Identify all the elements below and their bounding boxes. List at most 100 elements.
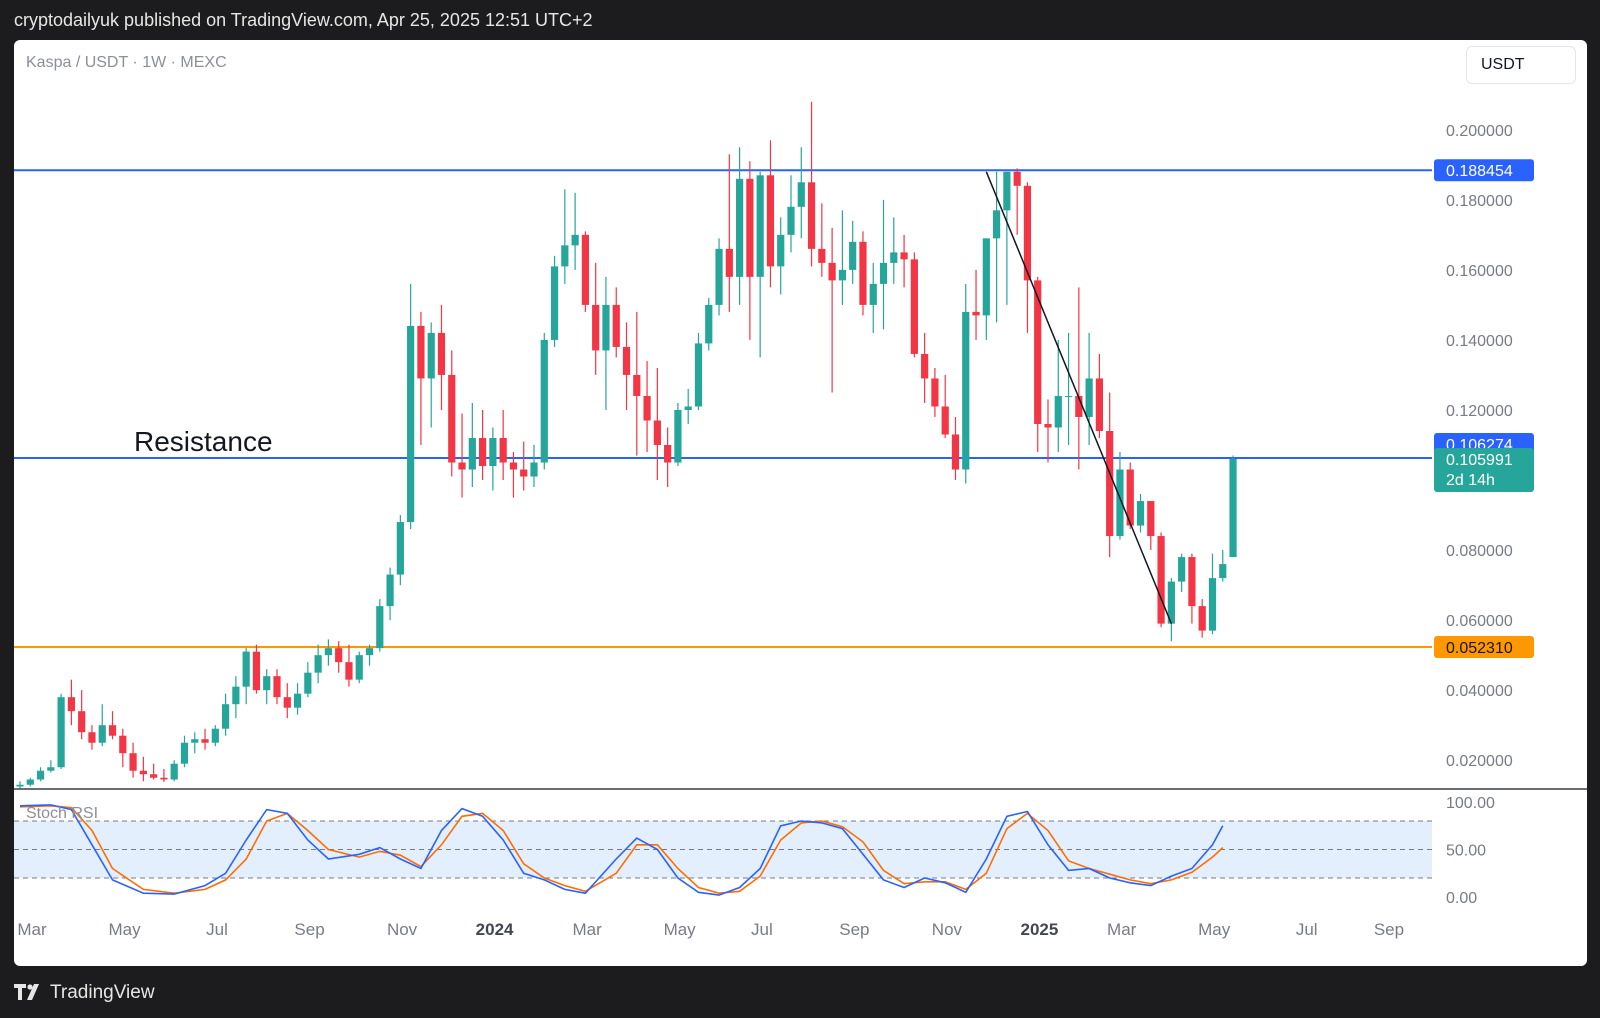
candle-body xyxy=(191,739,199,743)
candle-body xyxy=(962,311,970,470)
candle-40 xyxy=(427,322,435,428)
candle-70 xyxy=(736,147,744,305)
candle-5 xyxy=(67,679,75,726)
candle-body xyxy=(540,339,548,463)
candle-body xyxy=(88,732,96,743)
stoch-band xyxy=(14,821,1432,878)
candle-body xyxy=(324,648,332,656)
candle-body xyxy=(1003,171,1011,211)
candle-6 xyxy=(78,690,86,740)
candle-51 xyxy=(540,332,548,470)
currency-button[interactable]: USDT xyxy=(1466,46,1576,84)
candle-92 xyxy=(962,283,970,484)
candle-body xyxy=(592,304,600,351)
candle-24 xyxy=(263,669,271,705)
x-tick-label: May xyxy=(1198,920,1231,939)
candle-114 xyxy=(1188,553,1196,624)
candle-body xyxy=(982,238,990,316)
candle-1 xyxy=(26,777,34,787)
stoch-rsi-label: Stoch RSI xyxy=(26,805,98,822)
candle-body xyxy=(530,462,538,477)
candle-85 xyxy=(890,217,898,284)
candle-body xyxy=(304,672,312,694)
candle-body xyxy=(910,259,918,354)
x-tick-label: Jul xyxy=(1296,920,1318,939)
candle-97 xyxy=(1013,168,1021,235)
candle-23 xyxy=(252,644,261,694)
stoch-rsi-lines xyxy=(19,804,1224,896)
x-tick-label: 2024 xyxy=(476,920,514,939)
candle-71 xyxy=(746,161,754,340)
candle-body xyxy=(1178,557,1186,582)
candle-body xyxy=(869,283,877,305)
candle-body xyxy=(345,662,353,680)
candle-body xyxy=(1106,430,1114,537)
candle-body xyxy=(951,434,960,470)
x-tick-label: Mar xyxy=(1107,920,1137,939)
candle-101 xyxy=(1054,339,1062,453)
candle-body xyxy=(1023,185,1032,281)
footer-brand: TradingView xyxy=(50,982,155,1003)
price-chart[interactable]: 0.200000 0.180000 0.160000 0.140000 0.120000… xyxy=(14,40,1587,966)
candle-110 xyxy=(1147,501,1155,551)
candle-44 xyxy=(468,402,476,488)
candle-body xyxy=(16,784,24,787)
candle-body xyxy=(407,325,415,523)
candle-body xyxy=(807,182,816,249)
candle-body xyxy=(263,676,271,691)
tag-last-price-label: 0.105991 xyxy=(1446,452,1513,469)
candle-body xyxy=(1013,171,1021,186)
tradingview-logo[interactable]: TradingView xyxy=(14,982,155,1004)
candle-34 xyxy=(365,644,374,666)
candle-39 xyxy=(417,311,425,445)
candle-90 xyxy=(941,374,949,438)
candle-body xyxy=(283,697,291,708)
candle-body xyxy=(684,406,692,410)
candle-body xyxy=(139,770,147,775)
candle-body xyxy=(417,325,425,379)
candle-body xyxy=(499,437,507,463)
tag-support xyxy=(1434,636,1534,659)
candle-body xyxy=(26,779,34,785)
candle-94 xyxy=(982,238,990,340)
candle-body xyxy=(458,462,466,470)
candle-47 xyxy=(499,409,507,481)
candle-body xyxy=(1147,501,1155,537)
x-tick-label: May xyxy=(108,920,141,939)
candle-body xyxy=(1188,557,1196,607)
candle-107 xyxy=(1116,452,1124,540)
candle-80 xyxy=(838,210,846,305)
candle-86 xyxy=(900,234,908,288)
candle-55 xyxy=(581,231,589,312)
stoch-tick-label: 50.00 xyxy=(1446,843,1486,860)
candle-117 xyxy=(1219,550,1227,582)
candle-body xyxy=(1044,423,1052,428)
candle-body xyxy=(1075,395,1083,417)
x-tick-label: Jul xyxy=(206,920,228,939)
candle-body xyxy=(664,445,672,463)
resistance-annotation: Resistance xyxy=(134,426,273,457)
candle-104 xyxy=(1085,332,1093,445)
candle-105 xyxy=(1095,353,1103,438)
candle-60 xyxy=(633,311,641,456)
candle-50 xyxy=(530,445,538,488)
candle-112 xyxy=(1167,578,1175,642)
candle-115 xyxy=(1198,599,1206,638)
price-tick-label: 0.080000 xyxy=(1446,543,1513,560)
chart-panel[interactable]: 0.200000 0.180000 0.160000 0.140000 0.120000… xyxy=(14,40,1587,966)
candle-109 xyxy=(1136,494,1145,533)
price-tick-label: 0.200000 xyxy=(1446,123,1513,140)
candle-body xyxy=(1219,564,1227,579)
x-tick-label: Mar xyxy=(17,920,47,939)
candle-118 xyxy=(1229,455,1237,558)
candle-body xyxy=(859,241,867,305)
candle-43 xyxy=(458,413,466,498)
candle-body xyxy=(293,693,302,708)
candle-body xyxy=(273,676,281,698)
candle-57 xyxy=(602,276,610,410)
candle-83 xyxy=(869,262,877,333)
candle-body xyxy=(1229,459,1237,558)
candle-body xyxy=(797,182,805,207)
candle-36 xyxy=(386,567,394,621)
candle-27 xyxy=(293,683,302,715)
